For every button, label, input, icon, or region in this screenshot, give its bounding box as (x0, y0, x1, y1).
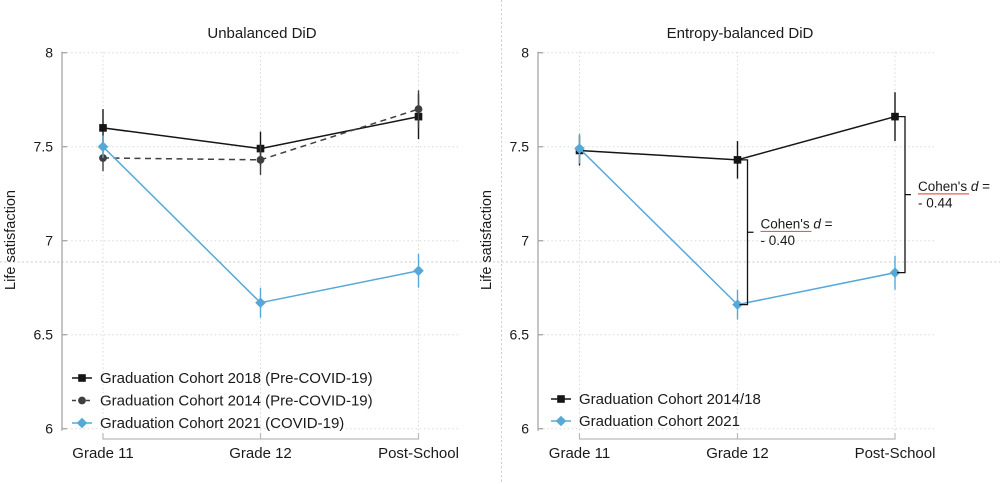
left-panel-legend-label-1: Graduation Cohort 2014 (Pre-COVID-19) (100, 393, 373, 410)
left-panel-y-tick-label: 7.5 (34, 139, 54, 155)
right-panel-cohens-d-label-0: Cohen's d = (761, 217, 833, 232)
right-panel-cohens-d-value-1: - 0.44 (918, 196, 953, 211)
left-panel-data-point-marker (256, 155, 265, 164)
left-panel-data-point-marker (413, 265, 424, 277)
right-panel-data-point-marker (732, 299, 743, 310)
right-panel-data-point-marker (574, 143, 585, 154)
right-panel-x-tick-label: Post-School (855, 445, 936, 462)
right-panel-data-point-marker (889, 267, 901, 278)
right-panel-legend-label-1: Graduation Cohort 2021 (579, 413, 740, 430)
left-panel-y-tick-label: 7 (45, 233, 53, 249)
left-panel-y-tick-label: 6 (45, 421, 53, 437)
right-panel-data-point-marker (733, 156, 742, 164)
right-panel-cohens-d-label-1: Cohen's d = (918, 179, 990, 194)
left-panel-x-tick-label: Grade 11 (72, 445, 133, 462)
left-panel-legend-key-marker-2 (76, 417, 88, 429)
left-panel-data-point-marker (99, 124, 107, 132)
right-panel-y-tick-label: 6 (521, 421, 529, 437)
left-panel-y-tick-label: 8 (45, 45, 53, 61)
left-panel-y-axis-label: Life satisfaction (3, 190, 19, 290)
left-panel-data-point-marker (99, 154, 107, 162)
right-panel-y-tick-label: 7 (521, 233, 529, 249)
right-panel-y-axis-label: Life satisfaction (479, 190, 495, 290)
left-panel-data-point-marker (97, 141, 109, 152)
right-panel-x-tick-label: Grade 11 (549, 445, 610, 462)
right-panel-x-axis-line (578, 433, 896, 440)
left-panel-x-tick-label: Grade 12 (229, 445, 292, 462)
right-panel-legend-key-marker-1 (555, 415, 567, 427)
right-panel-x-tick-label: Grade 12 (706, 445, 769, 462)
right-panel-data-point-marker (891, 112, 899, 121)
right-panel-title: Entropy-balanced DiD (667, 25, 814, 42)
right-panel-y-tick-label: 7.5 (510, 139, 530, 155)
right-panel-cohens-d-value-0: - 0.40 (761, 233, 796, 248)
right-panel-legend-key-marker-0 (557, 395, 565, 403)
left-panel-legend-label-0: Graduation Cohort 2018 (Pre-COVID-19) (100, 370, 373, 387)
right-panel-cohens-d-bracket-0 (739, 159, 754, 306)
left-panel-data-point-marker (255, 297, 266, 309)
right-panel-legend-label-0: Graduation Cohort 2014/18 (579, 391, 761, 408)
left-panel-legend-label-2: Graduation Cohort 2021 (COVID-19) (100, 415, 344, 432)
left-panel-y-tick-label: 6.5 (34, 327, 54, 343)
left-panel-legend-key-marker-1 (78, 396, 86, 405)
left-panel-x-axis-line (102, 433, 420, 440)
right-panel-y-tick-label: 8 (521, 45, 529, 61)
left-panel-legend-key-marker-0 (78, 374, 86, 382)
left-panel-data-point-marker (414, 105, 423, 113)
left-panel-title: Unbalanced DiD (207, 25, 316, 42)
left-panel-x-tick-label: Post-School (378, 445, 459, 462)
right-panel-y-tick-label: 6.5 (510, 327, 530, 343)
right-panel-cohens-d-bracket-1 (897, 115, 911, 274)
